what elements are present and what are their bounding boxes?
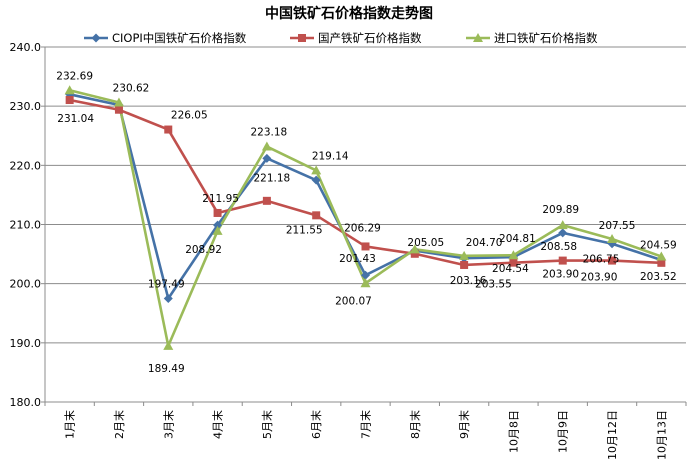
- point-series-1: [509, 258, 518, 267]
- y-tick-label: 210.0: [10, 219, 42, 232]
- data-label: 204.70: [466, 237, 503, 249]
- point-series-1: [262, 196, 271, 205]
- point-series-2: [212, 225, 223, 235]
- data-label: 204.54: [492, 263, 529, 275]
- point-series-1: [657, 258, 666, 267]
- data-label: 204.59: [640, 240, 677, 252]
- x-tick-label: 10月13日: [655, 410, 668, 460]
- series-line-2: [69, 88, 662, 348]
- data-label: 211.95: [202, 193, 239, 205]
- data-label: 204.81: [499, 233, 536, 245]
- point-series-0: [213, 220, 223, 230]
- point-series-1: [114, 105, 123, 114]
- point-series-2: [113, 97, 124, 107]
- x-tick-label: 2月末: [112, 410, 126, 439]
- data-label: 223.18: [251, 127, 288, 139]
- point-series-0: [311, 175, 321, 185]
- point-series-2: [409, 244, 420, 254]
- x-tick-label: 6月末: [309, 410, 323, 439]
- point-series-0: [361, 270, 370, 280]
- data-labels: 232.69 231.04 230.62 226.05 197.49 189.49 211.…: [56, 70, 676, 375]
- legend-label-0: CIOPI中国铁矿石价格指数: [112, 31, 247, 45]
- data-label: 200.07: [335, 295, 372, 307]
- data-label: 232.69: [56, 70, 93, 82]
- data-label: 203.16: [450, 275, 487, 287]
- data-label: 208.92: [185, 244, 222, 256]
- x-tick-label: 4月末: [211, 410, 225, 439]
- chart-title: 中国铁矿石价格指数走势图: [265, 5, 433, 22]
- x-tick-label: 3月末: [161, 410, 175, 439]
- data-label: 201.43: [339, 253, 376, 265]
- data-label: 221.18: [254, 172, 291, 184]
- point-series-2: [656, 251, 667, 261]
- legend-label-2: 进口铁矿石价格指数: [494, 31, 598, 45]
- x-tick-label: 5月末: [260, 410, 274, 439]
- point-series-1: [460, 260, 469, 269]
- x-tick-label: 10月12日: [606, 410, 619, 460]
- point-series-1: [312, 211, 321, 220]
- point-series-0: [558, 228, 568, 238]
- point-series-1: [558, 256, 567, 265]
- legend-label-1: 国产铁矿石价格指数: [318, 31, 422, 45]
- data-label: 206.29: [344, 222, 381, 234]
- point-series-1: [410, 249, 419, 258]
- point-series-2: [607, 233, 618, 243]
- point-series-1: [213, 208, 222, 217]
- y-tick-label: 190.0: [10, 337, 42, 350]
- point-series-0: [262, 153, 272, 163]
- data-label: 231.04: [57, 113, 94, 125]
- data-label: 219.14: [312, 150, 349, 162]
- point-series-1: [65, 96, 74, 105]
- legend: CIOPI中国铁矿石价格指数 国产铁矿石价格指数 进口铁矿石价格指数: [84, 31, 598, 45]
- point-series-1: [164, 125, 173, 134]
- y-tick-label: 230.0: [10, 100, 42, 113]
- point-series-2: [557, 220, 568, 230]
- series-markers: [64, 85, 667, 350]
- x-tick-label: 7月末: [359, 410, 373, 439]
- y-tick-label: 180.0: [10, 396, 42, 409]
- point-series-2: [508, 250, 519, 260]
- point-series-0: [163, 294, 173, 304]
- legend-marker-2: [473, 33, 483, 42]
- point-series-2: [163, 340, 174, 350]
- data-label: 226.05: [171, 110, 208, 122]
- y-tick-label: 220.0: [10, 159, 42, 172]
- series-lines: [69, 88, 662, 348]
- x-tick-label: 10月8日: [507, 410, 520, 453]
- legend-marker-0: [91, 33, 101, 43]
- data-label: 208.58: [540, 241, 577, 253]
- y-tick-label: 240.0: [10, 41, 42, 54]
- x-tick-label: 8月末: [408, 410, 422, 439]
- x-tick-label: 1月末: [63, 410, 77, 439]
- data-label: 203.90: [542, 269, 579, 281]
- data-label: 209.89: [542, 204, 579, 216]
- legend-marker-1: [298, 34, 306, 42]
- point-series-2: [459, 250, 470, 260]
- data-label: 203.90: [581, 272, 618, 284]
- point-series-1: [361, 242, 370, 251]
- data-label: 189.49: [148, 363, 185, 375]
- data-label: 205.05: [407, 237, 444, 249]
- y-tick-label: 200.0: [10, 278, 42, 291]
- point-series-2: [261, 141, 272, 151]
- x-tick-label: 10月9日: [557, 410, 570, 453]
- data-label: 207.55: [599, 220, 636, 232]
- x-tick-label: 9月末: [457, 410, 471, 439]
- data-label: 206.75: [583, 254, 620, 266]
- point-series-2: [64, 85, 75, 95]
- point-series-2: [360, 278, 371, 288]
- data-label: 230.62: [113, 82, 150, 94]
- axes: 180.0 190.0 200.0 210.0 220.0 230.0 240.0 1月末 2月…: [10, 41, 687, 460]
- point-series-2: [311, 165, 322, 175]
- data-label: 203.52: [640, 271, 677, 283]
- point-series-1: [608, 256, 617, 265]
- data-label: 211.55: [286, 224, 323, 236]
- data-label: 197.49: [148, 279, 185, 291]
- data-label: 203.55: [475, 279, 512, 291]
